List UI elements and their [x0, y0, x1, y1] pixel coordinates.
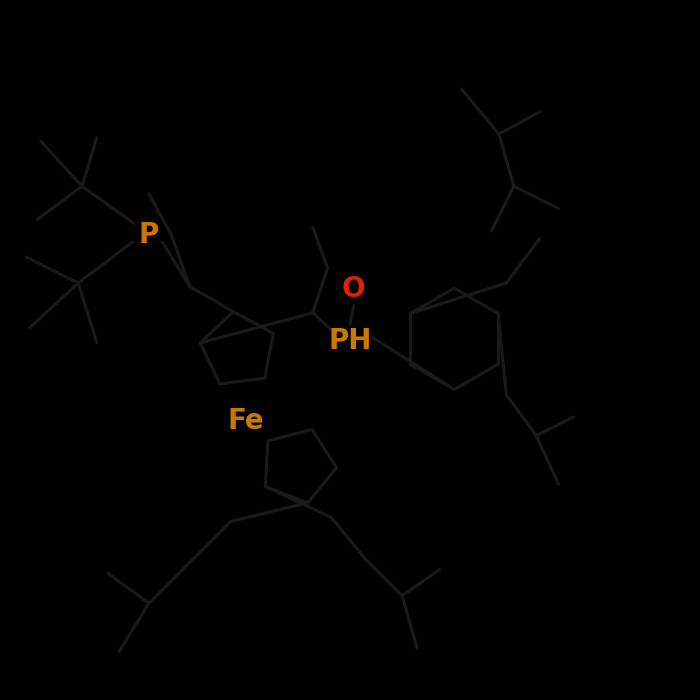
Text: Fe: Fe [228, 407, 264, 435]
Text: O: O [342, 275, 365, 303]
Text: PH: PH [328, 327, 372, 355]
Text: P: P [139, 220, 159, 248]
